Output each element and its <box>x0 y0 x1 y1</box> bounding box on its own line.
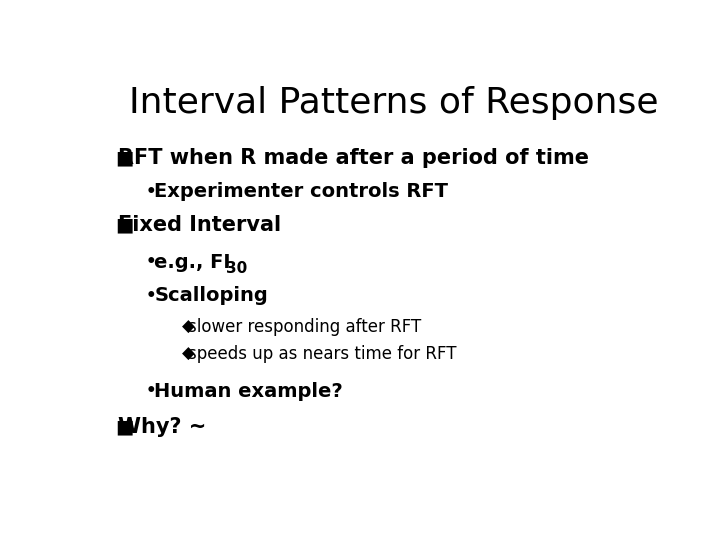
Text: •: • <box>145 287 156 305</box>
Text: e.g., FI: e.g., FI <box>154 253 230 272</box>
Text: speeds up as nears time for RFT: speeds up as nears time for RFT <box>188 345 456 363</box>
Text: Human example?: Human example? <box>154 382 343 401</box>
Text: ◆: ◆ <box>182 345 195 363</box>
Text: •: • <box>145 183 156 201</box>
Text: •: • <box>145 253 156 271</box>
Text: RFT when R made after a period of time: RFT when R made after a period of time <box>118 148 589 168</box>
Text: Interval Patterns of Response: Interval Patterns of Response <box>129 85 659 119</box>
Text: ■: ■ <box>115 149 133 168</box>
Text: Why? ~: Why? ~ <box>118 416 206 436</box>
Text: ◆: ◆ <box>182 318 195 336</box>
Text: 30: 30 <box>225 261 247 276</box>
Text: slower responding after RFT: slower responding after RFT <box>188 318 421 336</box>
Text: ■: ■ <box>115 215 133 234</box>
Text: Scalloping: Scalloping <box>154 286 268 305</box>
Text: ■: ■ <box>115 417 133 436</box>
Text: •: • <box>145 382 156 400</box>
Text: Fixed Interval: Fixed Interval <box>118 215 281 235</box>
Text: Experimenter controls RFT: Experimenter controls RFT <box>154 182 448 201</box>
